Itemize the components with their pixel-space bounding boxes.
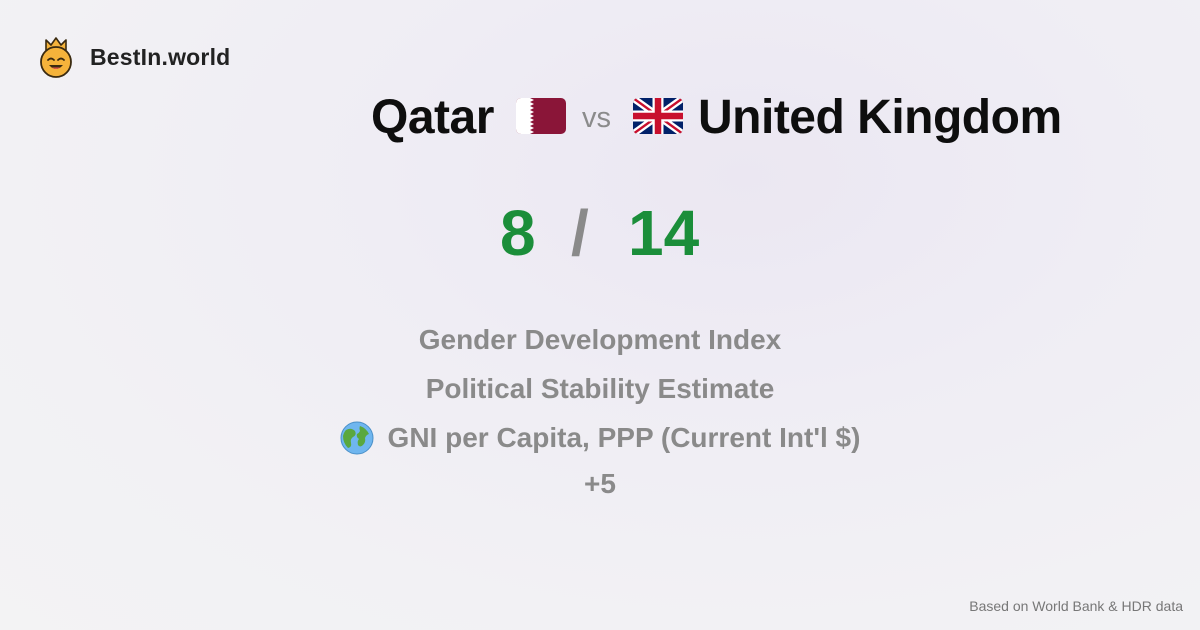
metric-list: Gender Development Index Political Stabi… [0,315,1200,506]
brand[interactable]: BestIn.world [38,36,230,78]
metric-label: GNI per Capita, PPP (Current Int'l $) [387,421,861,453]
metric-item[interactable]: Gender Development Index [0,315,1200,364]
country-b-name[interactable]: United Kingdom [698,91,1062,144]
more-metrics-link[interactable]: +5 [584,468,616,499]
crowned-smiley-icon [40,37,72,78]
qatar-flag-icon [516,98,566,134]
score-a: 8 [500,197,536,269]
uk-flag-icon [633,98,683,134]
score: 8 / 14 [0,196,1200,270]
metric-label: Gender Development Index [418,323,782,355]
metric-item[interactable]: Political Stability Estimate [0,364,1200,413]
metric-label: Political Stability Estimate [425,372,775,404]
score-b: 14 [628,197,700,269]
comparison-title: Qatar vs United Kingdom [0,86,1200,150]
score-separator: / [571,197,589,269]
data-source-note: Based on World Bank & HDR data [969,598,1183,614]
country-a-name[interactable]: Qatar [371,91,494,144]
globe-icon [340,421,374,454]
brand-name: BestIn.world [90,43,231,70]
vs-label: vs [582,102,611,134]
metric-item[interactable]: GNI per Capita, PPP (Current Int'l $) [0,413,1200,462]
